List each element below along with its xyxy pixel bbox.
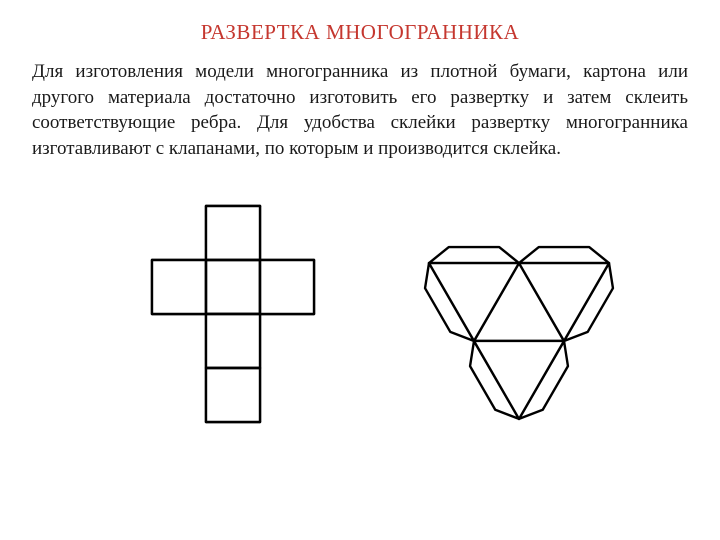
cube-net-svg [86,190,386,440]
cube-net-diagram [86,190,386,440]
tetra-net-diagram [404,200,634,430]
diagrams-row [32,190,688,440]
tetra-net-svg [404,200,634,430]
title-text: РАЗВЕРТКА МНОГОГРАННИКА [201,20,519,44]
paragraph: Для изготовления модели многогранника из… [32,59,688,162]
page-title: РАЗВЕРТКА МНОГОГРАННИКА [32,20,688,45]
paragraph-text: Для изготовления модели многогранника из… [32,61,688,159]
